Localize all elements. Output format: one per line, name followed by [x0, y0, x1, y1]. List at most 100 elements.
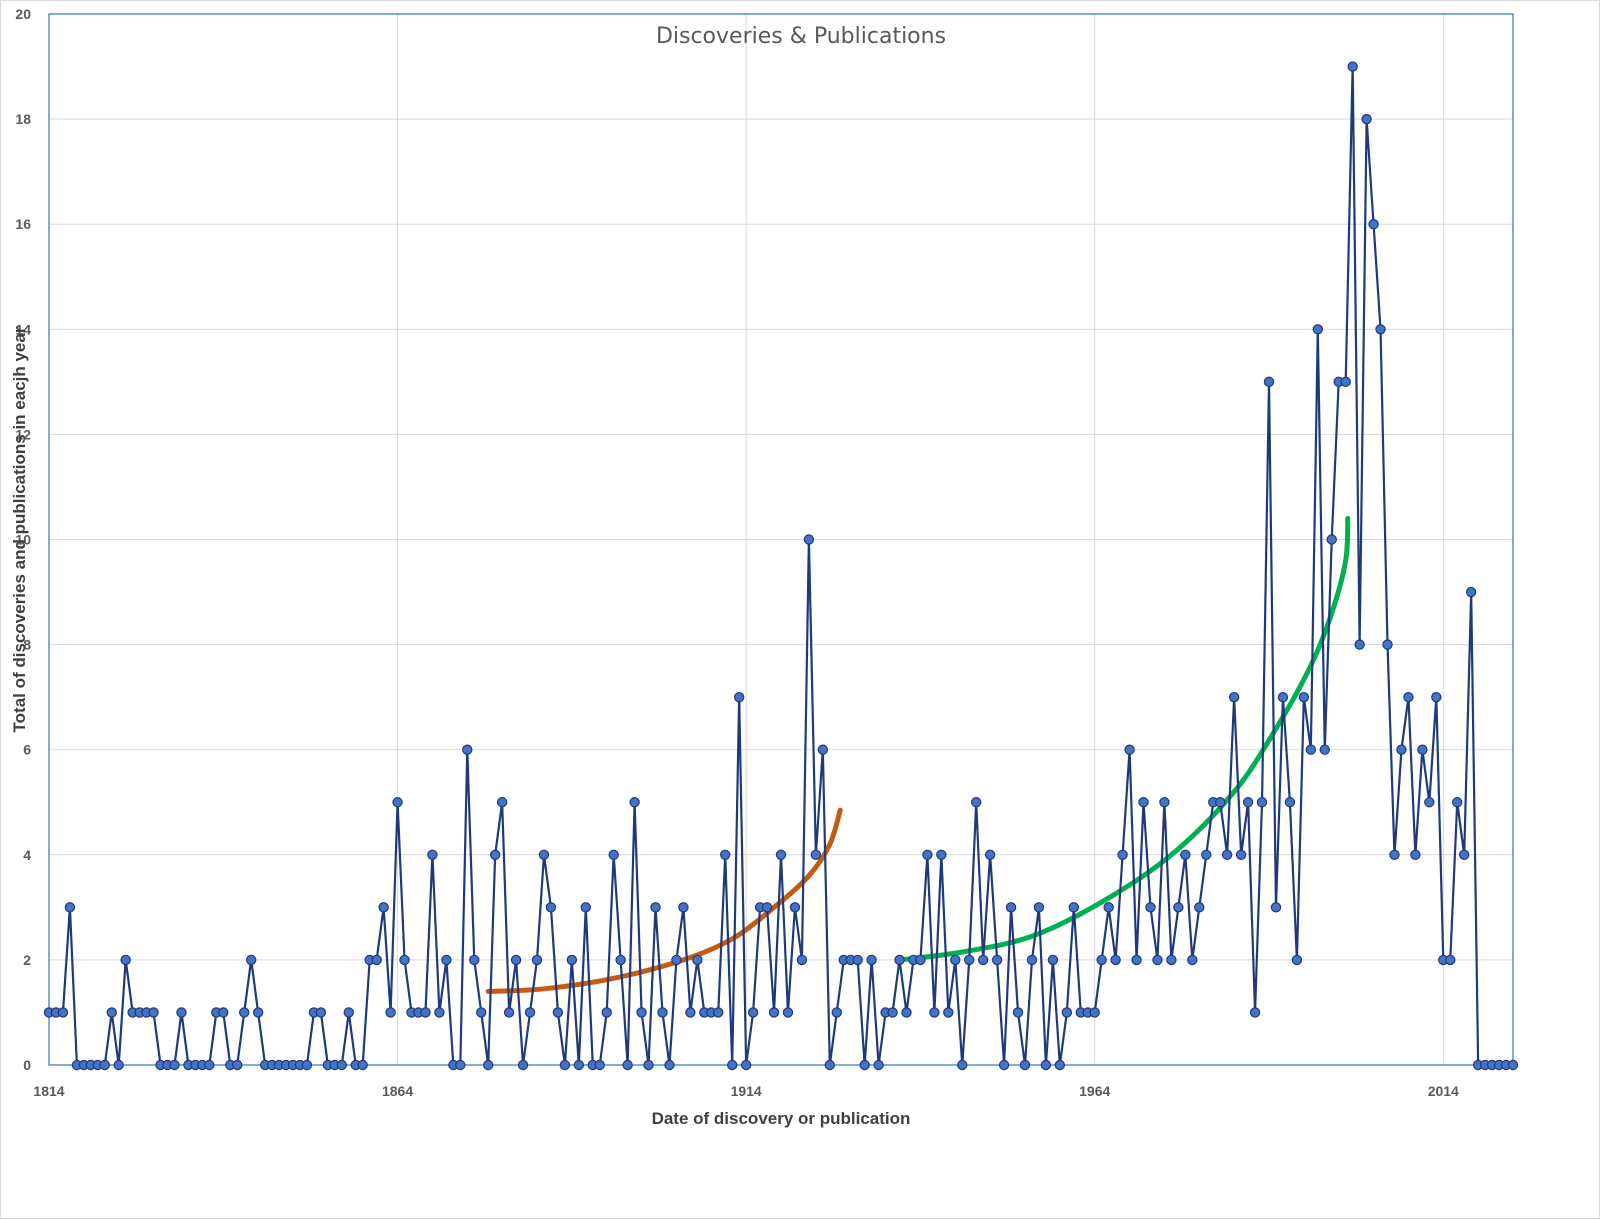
data-point — [1166, 954, 1177, 966]
data-point — [545, 902, 557, 913]
data-point — [1291, 954, 1303, 966]
data-point — [1319, 744, 1330, 755]
data-point — [64, 902, 76, 913]
data-point — [538, 849, 550, 861]
data-point — [615, 954, 626, 966]
data-point — [622, 1059, 633, 1071]
data-point — [252, 1007, 264, 1018]
x-tick-label: 1914 — [731, 1083, 762, 1099]
data-point — [957, 1059, 968, 1071]
data-point — [594, 1059, 605, 1071]
x-tick-label: 1964 — [1079, 1083, 1110, 1099]
data-point — [1410, 849, 1421, 861]
data-point — [315, 1007, 327, 1018]
data-point — [1096, 954, 1107, 966]
data-point — [720, 849, 731, 861]
data-point — [552, 1007, 564, 1018]
data-point — [566, 954, 578, 966]
data-point — [608, 849, 619, 861]
data-point — [817, 744, 829, 755]
data-point — [1019, 1059, 1031, 1071]
data-point — [420, 1007, 431, 1018]
data-point — [1145, 902, 1156, 913]
data-point — [1061, 1007, 1073, 1018]
data-point — [113, 1059, 124, 1071]
data-point — [1040, 1059, 1052, 1071]
data-point — [984, 849, 996, 861]
data-point — [455, 1059, 466, 1071]
y-tick-label: 12 — [15, 426, 31, 442]
data-point — [1033, 902, 1045, 913]
data-point — [1396, 744, 1407, 755]
data-point — [517, 1059, 529, 1071]
data-point — [1354, 639, 1365, 650]
data-point — [1235, 849, 1247, 861]
data-point — [357, 1059, 368, 1071]
data-point — [761, 902, 773, 913]
data-point — [922, 849, 933, 861]
data-point — [768, 1007, 780, 1018]
data-point — [1242, 797, 1254, 808]
data-point — [943, 1007, 954, 1018]
data-point — [1431, 691, 1442, 703]
data-point — [120, 954, 131, 966]
data-point — [524, 1007, 536, 1018]
data-point — [378, 902, 389, 913]
data-point — [991, 954, 1003, 966]
data-point — [1361, 113, 1372, 125]
data-point — [434, 1007, 445, 1018]
data-point — [1326, 534, 1337, 545]
data-point — [1403, 691, 1414, 703]
data-point — [343, 1007, 354, 1018]
data-point — [476, 1007, 487, 1018]
data-point — [782, 1007, 794, 1018]
data-point — [385, 1007, 396, 1018]
data-point — [873, 1059, 884, 1071]
data-point — [1124, 744, 1135, 755]
data-point — [1312, 324, 1324, 335]
data-point — [496, 797, 508, 808]
data-point — [1117, 849, 1128, 861]
data-point — [1131, 954, 1142, 966]
data-point — [469, 954, 480, 966]
data-point — [573, 1059, 585, 1071]
data-point — [936, 849, 947, 861]
data-point — [1256, 797, 1268, 808]
data-point — [1201, 849, 1212, 861]
x-axis-title: Date of discovery or publication — [652, 1109, 911, 1128]
data-point — [1389, 849, 1400, 861]
data-point — [427, 849, 438, 861]
data-point — [238, 1007, 250, 1018]
data-point — [1347, 61, 1358, 72]
data-point — [371, 954, 382, 966]
data-point — [998, 1059, 1010, 1071]
data-point — [1103, 902, 1114, 913]
data-point — [1270, 902, 1282, 913]
data-point — [245, 954, 257, 966]
data-point — [1452, 797, 1463, 808]
data-point — [1054, 1059, 1066, 1071]
data-point — [106, 1007, 117, 1018]
y-tick-label: 8 — [23, 637, 31, 653]
data-point — [559, 1059, 571, 1071]
data-point — [1005, 902, 1017, 913]
data-point — [1284, 797, 1296, 808]
data-point — [859, 1059, 870, 1071]
data-point — [678, 902, 689, 913]
chart-title: Discoveries & Publications — [656, 24, 946, 49]
data-point — [824, 1059, 836, 1071]
data-point — [1507, 1059, 1519, 1071]
data-point — [727, 1059, 738, 1071]
data-series — [43, 61, 1519, 1071]
y-axis-ticks: 0 2 4 6 8 10 12 14 16 18 20 — [15, 6, 31, 1073]
data-point — [1305, 744, 1317, 755]
data-point — [1424, 797, 1435, 808]
data-point — [915, 954, 926, 966]
data-point — [1214, 797, 1226, 808]
data-point — [685, 1007, 696, 1018]
data-point — [1298, 691, 1310, 703]
data-point — [489, 849, 501, 861]
y-tick-label: 20 — [15, 6, 31, 22]
